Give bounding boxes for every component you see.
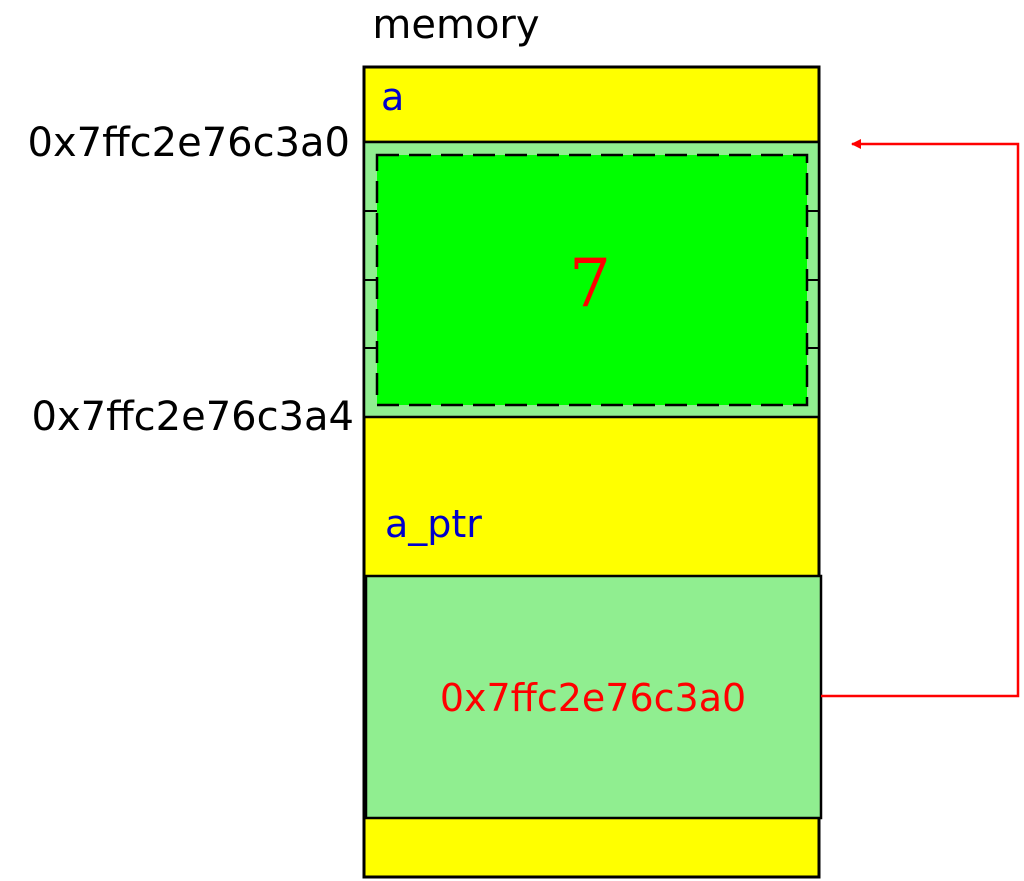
address-label-lower: 0x7ffc2e76c3a4 [32,394,354,440]
variable-a-label: a [381,75,404,119]
variable-a-ptr-label: a_ptr [385,502,482,546]
address-label-upper: 0x7ffc2e76c3a0 [28,120,350,166]
pointer-arrow [821,139,1020,698]
variable-a-value-box [375,153,809,407]
variable-a-ptr-cell [364,574,823,820]
variable-a-value: 7 [569,245,611,322]
variable-a-ptr-value: 0x7ffc2e76c3a0 [440,676,746,720]
memory-title: memory [372,2,539,48]
